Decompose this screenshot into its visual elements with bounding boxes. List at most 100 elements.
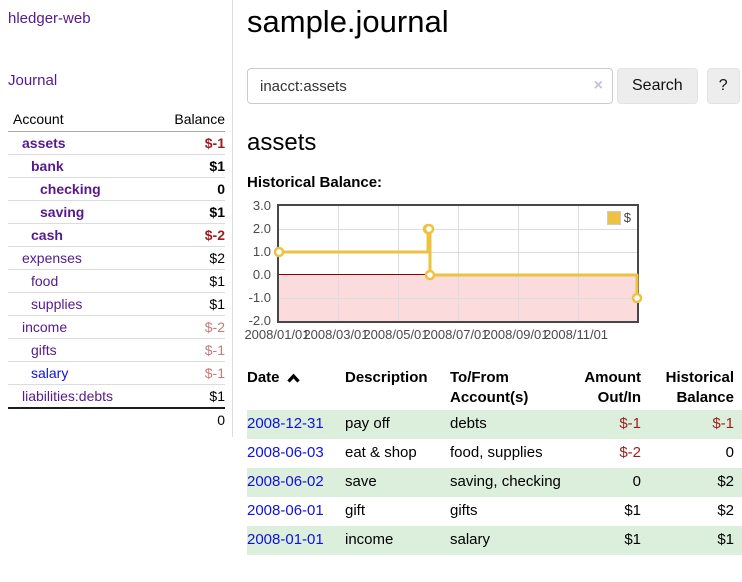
transaction-date-link: 2008-01-01 — [247, 526, 345, 555]
transaction-description: gift — [345, 502, 366, 519]
account-row: salary $-1 — [8, 361, 225, 385]
transaction-balance: $1 — [717, 531, 734, 548]
account-link-gifts[interactable]: gifts — [31, 342, 57, 358]
transaction-accounts: gifts — [450, 502, 478, 519]
transaction-date-link: 2008-06-01 — [247, 497, 345, 526]
account-link-expenses[interactable]: expenses — [22, 250, 82, 266]
account-link-supplies[interactable]: supplies — [31, 296, 83, 312]
transaction-balance: 0 — [725, 444, 734, 461]
account-link-food[interactable]: food — [31, 273, 59, 289]
accounts-table: Account Balance assets $-1 bank $1 checking 0… — [8, 108, 225, 431]
account-balance: $1 — [154, 269, 225, 293]
gridline — [578, 206, 579, 321]
account-link-assets[interactable]: assets — [22, 135, 66, 151]
account-balance: $-2 — [154, 315, 225, 339]
account-link-saving[interactable]: saving — [40, 204, 85, 220]
account-row: food $1 — [8, 269, 225, 293]
transaction-date-link: 2008-06-02 — [247, 468, 345, 497]
account-row: expenses $2 — [8, 246, 225, 270]
transaction-amount: $-1 — [619, 415, 641, 432]
accounts-total-row: 0 — [8, 407, 225, 431]
account-row: assets $-1 — [8, 131, 225, 155]
search-box: × — [247, 68, 613, 104]
register-header-label: Description — [345, 369, 428, 386]
x-axis-tick-label: 2008/03/01 — [303, 327, 369, 342]
register-row: 2008-06-03 eat & shop food, supplies $-2 0 — [247, 439, 742, 468]
account-balance: $-1 — [154, 361, 225, 385]
help-button[interactable]: ? — [706, 68, 740, 104]
sidebar-nav: Journal — [0, 27, 232, 89]
transaction-balance: $2 — [717, 473, 734, 490]
gridline — [338, 206, 339, 321]
data-point-marker — [631, 292, 643, 304]
accounts-header-balance: Balance — [154, 108, 225, 132]
transaction-description: pay off — [345, 415, 390, 432]
register-row: 2008-01-01 income salary $1 $1 — [247, 526, 742, 555]
search-input[interactable] — [247, 68, 613, 104]
register-header-label: Amount Out/In — [584, 369, 641, 406]
account-row: checking 0 — [8, 177, 225, 201]
y-axis-tick-label: -1.0 — [248, 290, 271, 305]
register-header-label: Historical Balance — [665, 369, 734, 406]
register-header-description: Description — [345, 366, 450, 410]
x-axis-tick-label: 2008/07/01 — [423, 327, 489, 342]
clear-search-icon[interactable]: × — [593, 77, 603, 94]
transaction-amount: 0 — [632, 473, 641, 490]
register-header-label: Date — [247, 369, 280, 386]
legend-label: $ — [623, 210, 631, 225]
gridline — [279, 298, 637, 299]
account-balance: $1 — [154, 154, 225, 178]
transaction-date-link[interactable]: 2008-06-03 — [247, 444, 324, 461]
transaction-date-link: 2008-12-31 — [247, 410, 345, 439]
gridline — [518, 206, 519, 321]
main-content: sample.journal × Search ? assets Histori… — [244, 0, 742, 555]
x-axis-tick-label: 2008/09/01 — [483, 327, 549, 342]
transaction-description: eat & shop — [345, 444, 417, 461]
account-link-income[interactable]: income — [22, 319, 68, 335]
account-row: bank $1 — [8, 154, 225, 178]
balance-chart: 3.0 2.0 1.0 0.0 -1.0 -2.0 $2008/01/01 2008/03/0… — [244, 198, 742, 346]
account-row: supplies $1 — [8, 292, 225, 316]
transaction-description: save — [345, 473, 377, 490]
data-point-marker — [273, 246, 285, 258]
transaction-date-link[interactable]: 2008-01-01 — [247, 531, 324, 548]
account-link-salary[interactable]: salary — [31, 365, 69, 381]
gridline — [279, 229, 637, 230]
accounts-total-value: 0 — [154, 407, 225, 431]
chart-plot[interactable]: $ — [273, 204, 643, 323]
nav-journal-link[interactable]: Journal — [8, 72, 58, 89]
account-link-cash[interactable]: cash — [31, 227, 63, 243]
register-header-historical-balance: Historical Balance — [641, 366, 742, 410]
gridline — [458, 206, 459, 321]
account-balance: $-1 — [154, 338, 225, 362]
transaction-amount: $1 — [624, 502, 641, 519]
x-axis-tick-label: 2008/11/01 — [543, 327, 609, 342]
y-axis-tick-label: 3.0 — [252, 198, 271, 213]
data-point-marker — [423, 223, 435, 235]
page-title: sample.journal — [247, 4, 449, 39]
accounts-header-account: Account — [8, 108, 155, 132]
sidebar: hledger-web Journal Account Balance asse… — [0, 0, 233, 437]
account-balance: $2 — [154, 246, 225, 270]
y-axis-tick-label: -2.0 — [248, 313, 271, 328]
register-row: 2008-12-31 pay off debts $-1 $-1 — [247, 410, 742, 439]
account-link-bank[interactable]: bank — [31, 158, 64, 174]
transaction-date-link[interactable]: 2008-06-02 — [247, 473, 324, 490]
register-header-amount-out-in: Amount Out/In — [568, 366, 641, 410]
register-table: Date Description To/From Account(s) Amount … — [247, 366, 742, 555]
brand-link[interactable]: hledger-web — [8, 10, 91, 27]
x-axis-tick-label: 2008/01/01 — [244, 327, 310, 342]
legend-swatch — [606, 210, 621, 225]
register-header-date[interactable]: Date — [247, 366, 345, 410]
register-header-to-from-account-s: To/From Account(s) — [450, 366, 568, 410]
search-button[interactable]: Search — [617, 68, 698, 104]
transaction-accounts: salary — [450, 531, 491, 548]
register-row: 2008-06-02 save saving, checking 0 $2 — [247, 468, 742, 497]
account-link-checking[interactable]: checking — [40, 181, 101, 197]
transaction-accounts: saving, checking — [450, 473, 561, 490]
account-balance: $-2 — [154, 223, 225, 247]
account-link-liabilities-debts[interactable]: liabilities:debts — [22, 388, 114, 404]
search-bar: × Search ? — [247, 68, 742, 104]
transaction-date-link[interactable]: 2008-06-01 — [247, 502, 324, 519]
transaction-date-link[interactable]: 2008-12-31 — [247, 415, 324, 432]
